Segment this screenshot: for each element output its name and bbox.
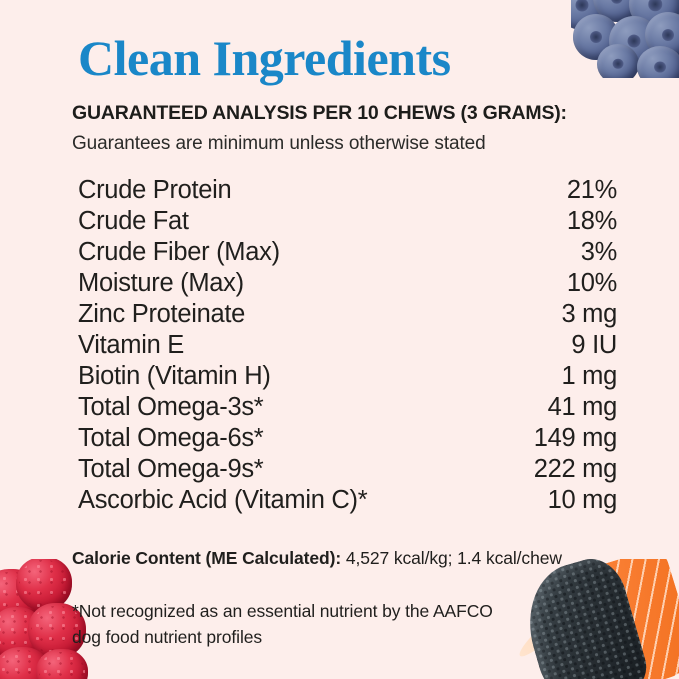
table-row: Crude Fat 18% (78, 207, 617, 238)
table-row: Crude Fiber (Max) 3% (78, 238, 617, 269)
table-row: Total Omega-9s* 222 mg (78, 455, 617, 486)
nutrient-value: 3 mg (561, 300, 618, 328)
nutrient-name: Total Omega-6s* (78, 424, 264, 452)
nutrient-name: Vitamin E (78, 331, 184, 359)
nutrient-name: Moisture (Max) (78, 269, 244, 297)
guarantees-subheading: Guarantees are minimum unless otherwise … (72, 133, 486, 154)
nutrient-value: 21% (566, 176, 617, 204)
salmon-fillet-image (493, 559, 679, 679)
table-row: Zinc Proteinate 3 mg (78, 300, 617, 331)
nutrient-value: 3% (580, 238, 618, 266)
page-title: Clean Ingredients (78, 30, 451, 86)
nutrient-name: Crude Protein (78, 176, 232, 204)
table-row: Crude Protein 21% (78, 176, 617, 207)
table-row: Ascorbic Acid (Vitamin C)* 10 mg (78, 486, 617, 517)
nutrient-name: Ascorbic Acid (Vitamin C)* (78, 486, 368, 514)
calorie-content-label: Calorie Content (ME Calculated): (72, 548, 342, 568)
table-row: Total Omega-6s* 149 mg (78, 424, 617, 455)
calorie-content-value: 4,527 kcal/kg; 1.4 kcal/chew (345, 548, 562, 568)
nutrient-name: Total Omega-3s* (78, 393, 264, 421)
table-row: Total Omega-3s* 41 mg (78, 393, 617, 424)
nutrient-value: 1 mg (561, 362, 618, 390)
footnote: *Not recognized as an essential nutrient… (72, 601, 493, 647)
nutrient-value: 18% (566, 207, 617, 235)
guaranteed-analysis-heading: GUARANTEED ANALYSIS PER 10 CHEWS (3 GRAM… (72, 102, 567, 124)
nutrient-name: Zinc Proteinate (78, 300, 246, 328)
nutrient-table: Crude Protein 21% Crude Fat 18% Crude Fi… (78, 176, 617, 517)
nutrient-value: 9 IU (571, 331, 617, 359)
table-row: Vitamin E 9 IU (78, 331, 617, 362)
nutrient-value: 10 mg (547, 486, 618, 514)
nutrient-name: Biotin (Vitamin H) (78, 362, 271, 390)
nutrient-value: 10% (566, 269, 617, 297)
nutrient-value: 222 mg (533, 455, 618, 483)
calorie-content-line: Calorie Content (ME Calculated): 4,527 k… (72, 548, 562, 569)
nutrient-name: Total Omega-9s* (78, 455, 264, 483)
table-row: Moisture (Max) 10% (78, 269, 617, 300)
nutrient-value: 149 mg (533, 424, 618, 452)
nutrient-name: Crude Fat (78, 207, 189, 235)
table-row: Biotin (Vitamin H) 1 mg (78, 362, 617, 393)
nutrient-name: Crude Fiber (Max) (78, 238, 280, 266)
blueberries-image (571, 0, 679, 78)
nutrient-value: 41 mg (547, 393, 618, 421)
